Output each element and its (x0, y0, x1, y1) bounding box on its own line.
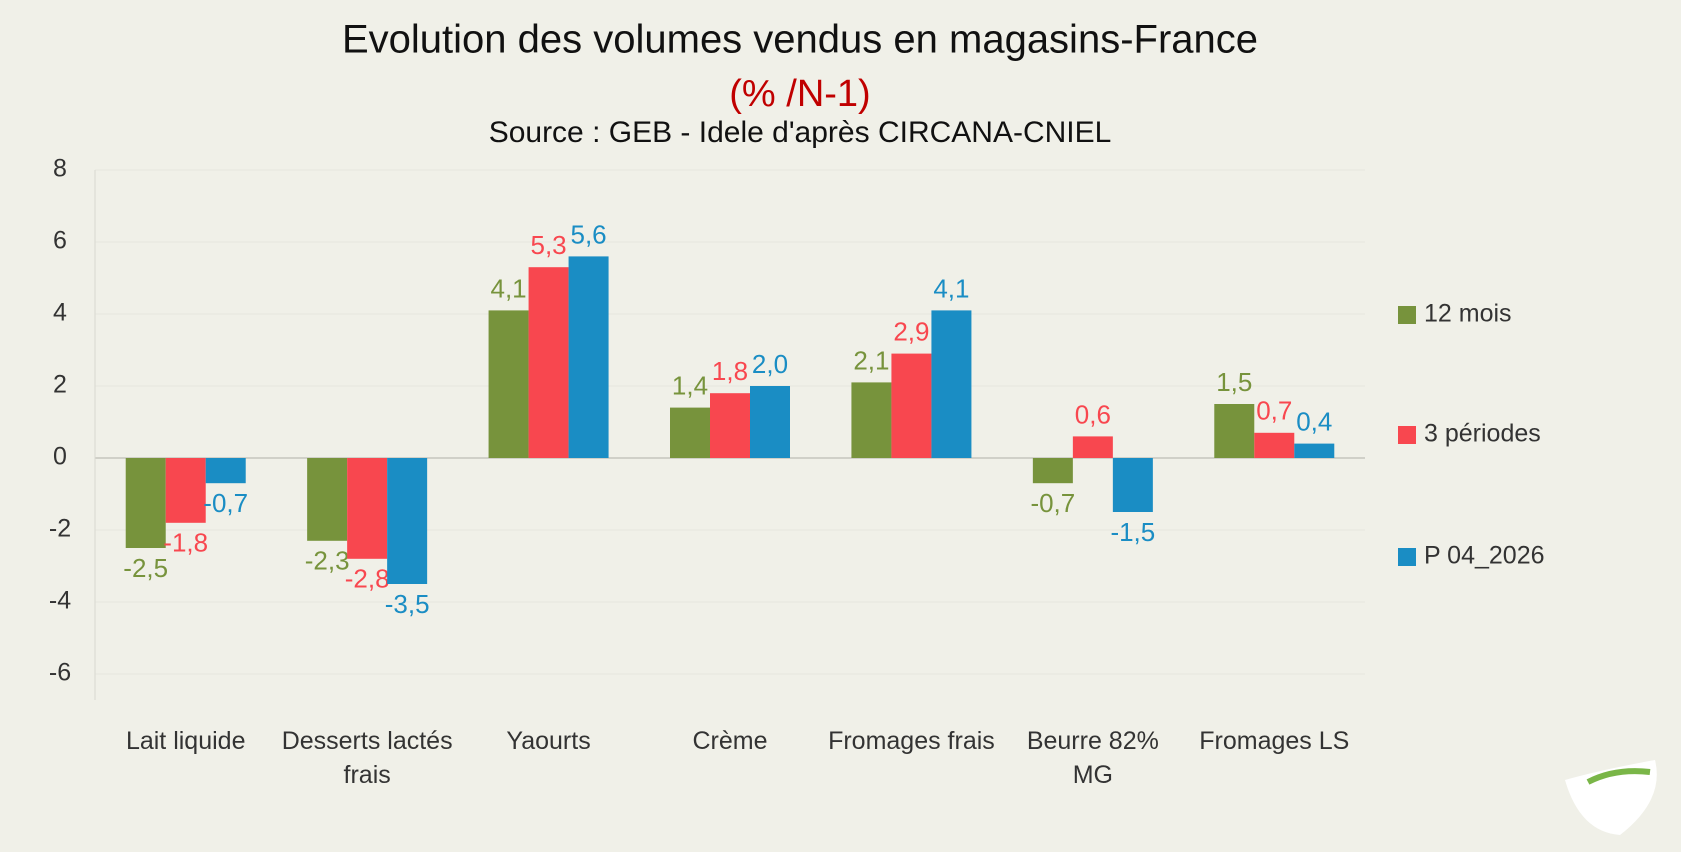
logo (1565, 760, 1657, 835)
y-tick-label: -2 (49, 515, 71, 543)
bar (1254, 432, 1295, 458)
data-label: -2,5 (123, 553, 168, 583)
y-tick-label: 2 (53, 371, 67, 399)
data-label: 5,3 (530, 230, 566, 260)
y-tick-label: 4 (53, 299, 67, 327)
bar (165, 458, 206, 523)
bar (851, 382, 892, 458)
bar (1112, 458, 1153, 512)
x-tick-label: Yaourts (506, 727, 591, 755)
legend-swatch (1398, 548, 1416, 566)
data-label: 4,1 (933, 273, 969, 303)
chart-subtitle: (% /N-1) (729, 73, 870, 115)
bar (205, 458, 246, 484)
data-label: 1,5 (1216, 367, 1252, 397)
data-label: 0,7 (1256, 396, 1292, 426)
data-label: 5,6 (570, 219, 606, 249)
bar (1294, 443, 1335, 458)
bar (1072, 436, 1113, 458)
y-tick-label: 6 (53, 227, 67, 255)
y-tick-label: -4 (49, 587, 71, 615)
data-label: -2,3 (305, 546, 350, 576)
x-tick-label: Crème (692, 727, 768, 755)
bar (488, 310, 529, 458)
legend-label: P 04_2026 (1424, 542, 1545, 570)
data-label: -1,8 (163, 528, 208, 558)
legend-swatch (1398, 306, 1416, 324)
bar (931, 310, 972, 458)
x-tick-label: Beurre 82% MG (1026, 727, 1159, 789)
chart-source: Source : GEB - Idele d'après CIRCANA-CNI… (489, 116, 1112, 149)
bar (891, 353, 932, 458)
data-label: 2,0 (752, 349, 788, 379)
bar (568, 256, 609, 458)
data-label: 2,9 (893, 316, 929, 346)
bar (1214, 404, 1255, 458)
data-label: -0,7 (203, 488, 248, 518)
data-label: 4,1 (490, 273, 526, 303)
x-tick-label: Fromages LS (1199, 727, 1350, 755)
y-tick-label: -6 (49, 659, 71, 687)
legend-label: 3 périodes (1424, 420, 1541, 448)
data-label: 2,1 (853, 345, 889, 375)
legend-swatch (1398, 426, 1416, 444)
bar (750, 386, 790, 458)
y-tick-label: 8 (53, 155, 67, 183)
data-label: -3,5 (385, 589, 430, 619)
x-tick-label: Fromages frais (828, 727, 995, 755)
x-tick-label: Desserts lactés frais (281, 727, 453, 789)
bar (528, 267, 569, 458)
bar (670, 407, 710, 458)
bar (347, 458, 388, 559)
bar (307, 458, 348, 541)
bar (1032, 458, 1073, 484)
y-tick-label: 0 (53, 443, 67, 471)
data-label: -0,7 (1030, 488, 1075, 518)
chart-title: Evolution des volumes vendus en magasins… (342, 18, 1258, 62)
bar (387, 458, 428, 584)
bar (710, 393, 750, 458)
bar (125, 458, 166, 548)
data-label: 0,6 (1075, 399, 1111, 429)
logo-swoosh (1586, 768, 1651, 785)
data-label: -2,8 (345, 564, 390, 594)
data-label: 0,4 (1296, 406, 1332, 436)
data-label: -1,5 (1110, 517, 1155, 547)
x-tick-label: Lait liquide (125, 727, 246, 755)
data-label: 1,4 (672, 370, 708, 400)
legend-label: 12 mois (1424, 300, 1512, 328)
data-label: 1,8 (712, 356, 748, 386)
